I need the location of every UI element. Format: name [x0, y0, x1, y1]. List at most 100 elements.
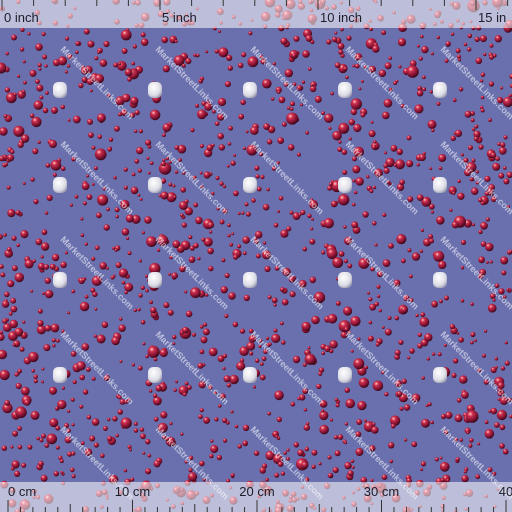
- bead: [218, 144, 226, 151]
- bead: [140, 285, 145, 290]
- bead: [351, 221, 359, 229]
- bead: [67, 409, 71, 413]
- bead: [259, 152, 264, 157]
- bead: [351, 465, 355, 469]
- bead: [350, 98, 362, 110]
- bead: [139, 427, 145, 432]
- bead: [404, 438, 408, 442]
- bead: [428, 234, 434, 239]
- bead: [131, 172, 136, 177]
- bead: [386, 180, 391, 184]
- bead: [338, 63, 348, 74]
- bead: [86, 194, 93, 201]
- bead: [212, 109, 216, 114]
- bead: [217, 355, 225, 363]
- bead: [278, 96, 286, 104]
- bead: [431, 352, 436, 356]
- bead: [411, 441, 418, 448]
- bead: [417, 86, 423, 91]
- bead: [44, 443, 50, 448]
- bead: [86, 367, 91, 372]
- bead: [429, 167, 433, 171]
- bead: [52, 172, 57, 177]
- bead: [499, 443, 505, 449]
- bead: [91, 418, 100, 426]
- bead: [390, 423, 396, 429]
- bead: [301, 321, 311, 331]
- bead: [426, 357, 430, 361]
- bead: [467, 47, 472, 52]
- bead: [369, 445, 376, 452]
- bead: [103, 374, 110, 381]
- bead: [40, 474, 48, 482]
- bead: [433, 250, 445, 262]
- bead: [82, 389, 89, 395]
- bead: [328, 182, 333, 186]
- bead: [233, 153, 237, 157]
- cm-label: 30 cm: [364, 484, 399, 499]
- bead: [180, 213, 184, 217]
- bead: [419, 317, 430, 327]
- bead: [147, 453, 152, 458]
- bead: [121, 228, 130, 236]
- bead: [240, 358, 245, 363]
- bead: [83, 28, 90, 35]
- bead: [97, 51, 101, 54]
- bead: [32, 259, 36, 264]
- bead: [475, 181, 480, 185]
- bead: [21, 89, 26, 94]
- bead: [0, 330, 4, 335]
- bead: [247, 56, 259, 68]
- bead: [168, 182, 173, 187]
- bead: [149, 262, 161, 275]
- pearl-bead: [433, 82, 447, 98]
- bead: [44, 324, 52, 332]
- bead: [32, 148, 39, 155]
- bead: [420, 228, 424, 232]
- bead: [301, 80, 306, 84]
- bead: [371, 422, 376, 427]
- bead: [196, 53, 200, 58]
- bead: [438, 260, 447, 270]
- bead: [223, 375, 231, 383]
- bead: [41, 31, 46, 37]
- bead: [190, 128, 195, 133]
- bead: [113, 62, 119, 68]
- bead: [443, 343, 447, 347]
- bead: [342, 169, 348, 175]
- bead: [60, 166, 66, 171]
- bead: [14, 470, 21, 477]
- bead: [283, 451, 288, 455]
- bead: [51, 253, 60, 262]
- bead: [259, 374, 266, 381]
- bead: [131, 363, 136, 367]
- bead: [230, 410, 234, 414]
- bead: [261, 356, 267, 362]
- bead: [389, 459, 394, 464]
- bead: [216, 207, 220, 211]
- bead: [137, 307, 141, 312]
- bead: [208, 347, 218, 357]
- bead: [483, 379, 489, 385]
- bead: [199, 460, 205, 467]
- bead: [346, 35, 352, 41]
- bead: [129, 448, 132, 452]
- bead: [220, 393, 226, 400]
- bead: [179, 201, 188, 210]
- bead: [71, 451, 76, 456]
- bead: [0, 127, 8, 136]
- bead: [106, 207, 110, 212]
- bead: [310, 227, 314, 231]
- bead: [87, 118, 93, 125]
- bead: [228, 125, 234, 131]
- bead: [255, 174, 260, 179]
- bead: [11, 34, 17, 41]
- bead: [321, 409, 325, 413]
- bead: [381, 326, 385, 329]
- bead: [281, 298, 289, 306]
- bead: [108, 474, 119, 485]
- bead: [217, 113, 225, 121]
- bead: [203, 416, 211, 424]
- bead: [440, 478, 445, 483]
- bead: [173, 195, 177, 199]
